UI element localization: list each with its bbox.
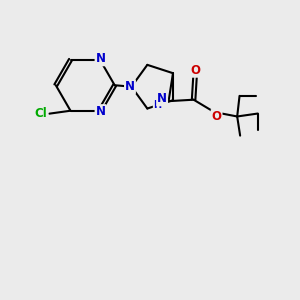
Text: Cl: Cl <box>35 107 47 120</box>
Text: N: N <box>95 105 106 118</box>
Text: O: O <box>212 110 222 123</box>
Text: H: H <box>153 100 161 110</box>
Text: N: N <box>125 80 135 93</box>
Text: N: N <box>157 92 167 105</box>
Text: N: N <box>95 52 106 65</box>
Text: O: O <box>190 64 200 77</box>
